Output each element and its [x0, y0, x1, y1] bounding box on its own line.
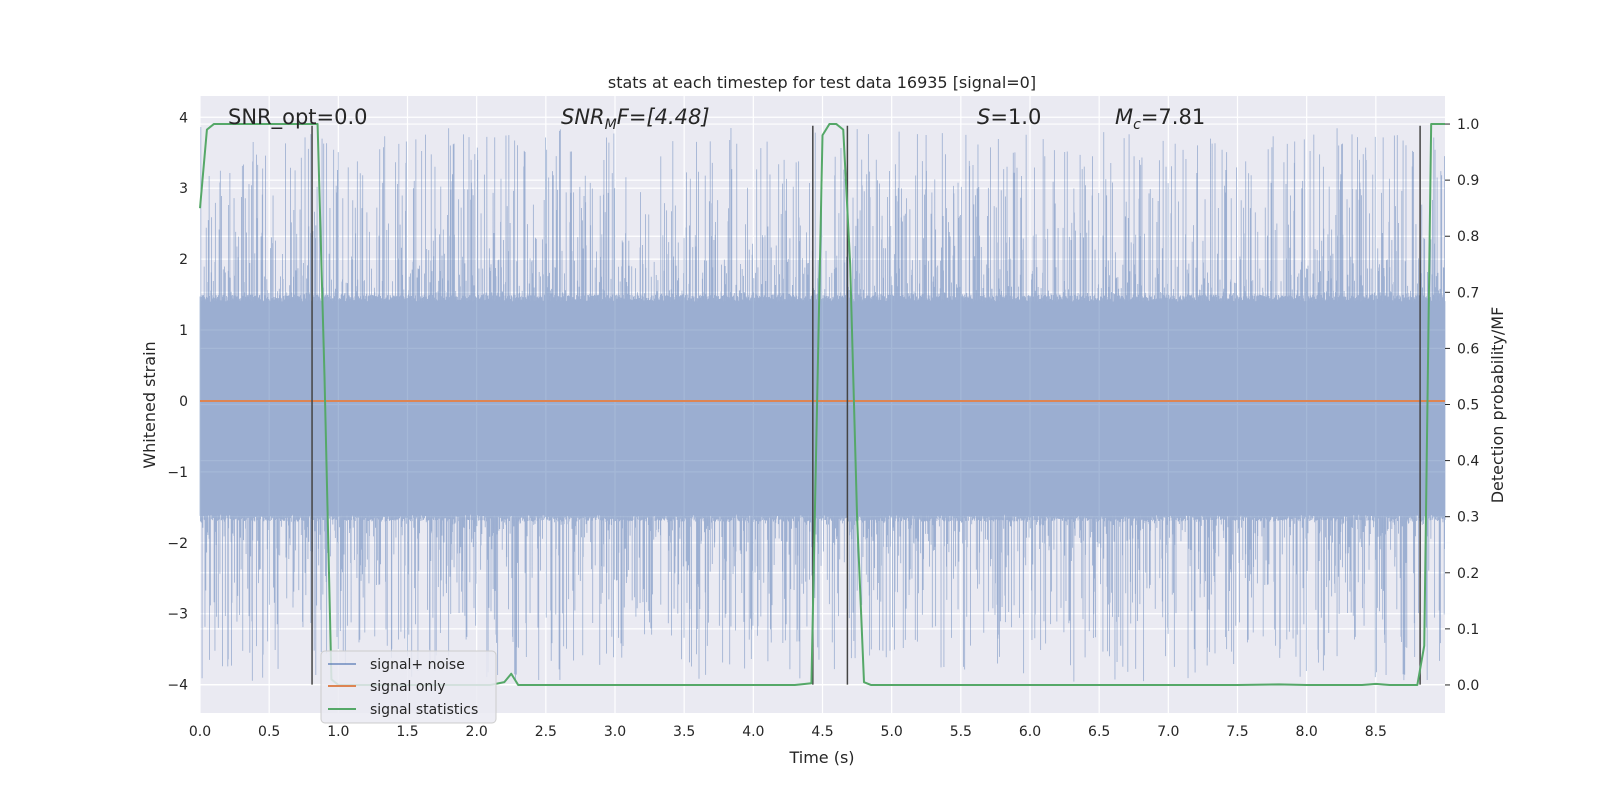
y-tick-label: −2 — [167, 536, 188, 552]
annotation-mc: Mc=7.81 — [1115, 105, 1205, 133]
y2-tick-label: 0.3 — [1457, 510, 1479, 526]
legend-box — [320, 650, 497, 724]
y-tick-label: −4 — [167, 678, 188, 694]
x-axis-label: Time (s) — [788, 748, 854, 767]
x-tick-label: 5.5 — [950, 724, 972, 740]
annotation-snr-mf: SNRMF=[4.48] — [561, 105, 710, 133]
x-tick-label: 7.0 — [1157, 724, 1179, 740]
y-tick-label: 2 — [179, 252, 188, 268]
x-tick-label: 6.0 — [1019, 724, 1041, 740]
y2-tick-label: 0.7 — [1457, 285, 1479, 301]
x-tick-label: 4.0 — [742, 724, 764, 740]
y-tick-label: 0 — [179, 394, 188, 410]
annotation-snr-opt: SNR_opt=0.0 — [228, 105, 368, 130]
y2-tick-label: 0.6 — [1457, 341, 1479, 357]
y2-tick-label: 0.0 — [1457, 678, 1479, 694]
legend-label-signal-only: signal only — [370, 679, 445, 695]
x-tick-label: 1.0 — [327, 724, 349, 740]
x-tick-labels: 0.0 0.5 1.0 1.5 2.0 2.5 3.0 3.5 4.0 4.5 5.0 5.5 6.0 6… — [189, 724, 1387, 740]
x-tick-label: 6.5 — [1088, 724, 1110, 740]
y2-axis-label: Detection probability/MF — [1488, 307, 1507, 504]
x-tick-label: 4.5 — [811, 724, 833, 740]
series-signal-statistics — [199, 123, 1445, 686]
x-tick-label: 7.5 — [1226, 724, 1248, 740]
y-tick-label: 3 — [179, 181, 188, 197]
y-tick-label: −3 — [167, 607, 188, 623]
legend: signal+ noise signal only signal statist… — [320, 650, 497, 724]
y-tick-label: 1 — [179, 323, 188, 339]
y2-tick-label: 0.5 — [1457, 398, 1479, 414]
y2-tick-label: 0.2 — [1457, 566, 1479, 582]
annotation-s: S=1.0 — [977, 105, 1041, 129]
y2-tick-label: 0.4 — [1457, 454, 1479, 470]
x-tick-label: 0.0 — [189, 724, 211, 740]
legend-label-signal-plus-noise: signal+ noise — [370, 657, 465, 673]
y-tick-label: −1 — [167, 465, 188, 481]
y2-tick-label: 0.1 — [1457, 622, 1479, 638]
y2-tick-labels: 0.0 0.1 0.2 0.3 0.4 0.5 0.6 0.7 0.8 0.9 1.0 — [1445, 117, 1479, 694]
chart-title: stats at each timestep for test data 169… — [608, 73, 1036, 92]
x-tick-label: 3.5 — [673, 724, 695, 740]
x-tick-label: 8.5 — [1365, 724, 1387, 740]
x-tick-label: 0.5 — [258, 724, 280, 740]
y2-tick-label: 0.8 — [1457, 229, 1479, 245]
y2-tick-label: 0.9 — [1457, 173, 1479, 189]
x-tick-label: 5.0 — [881, 724, 903, 740]
y-tick-label: 4 — [179, 110, 188, 126]
x-tick-label: 1.5 — [396, 724, 418, 740]
signal-statistics-line — [199, 123, 1445, 686]
y-axis-label: Whitened strain — [140, 341, 159, 468]
x-tick-label: 8.0 — [1296, 724, 1318, 740]
x-tick-label: 3.0 — [604, 724, 626, 740]
y2-tick-label: 1.0 — [1457, 117, 1479, 133]
x-tick-label: 2.5 — [535, 724, 557, 740]
legend-label-signal-statistics: signal statistics — [370, 702, 478, 718]
x-tick-label: 2.0 — [466, 724, 488, 740]
y-tick-labels: −4 −3 −2 −1 0 1 2 3 4 — [167, 110, 188, 693]
